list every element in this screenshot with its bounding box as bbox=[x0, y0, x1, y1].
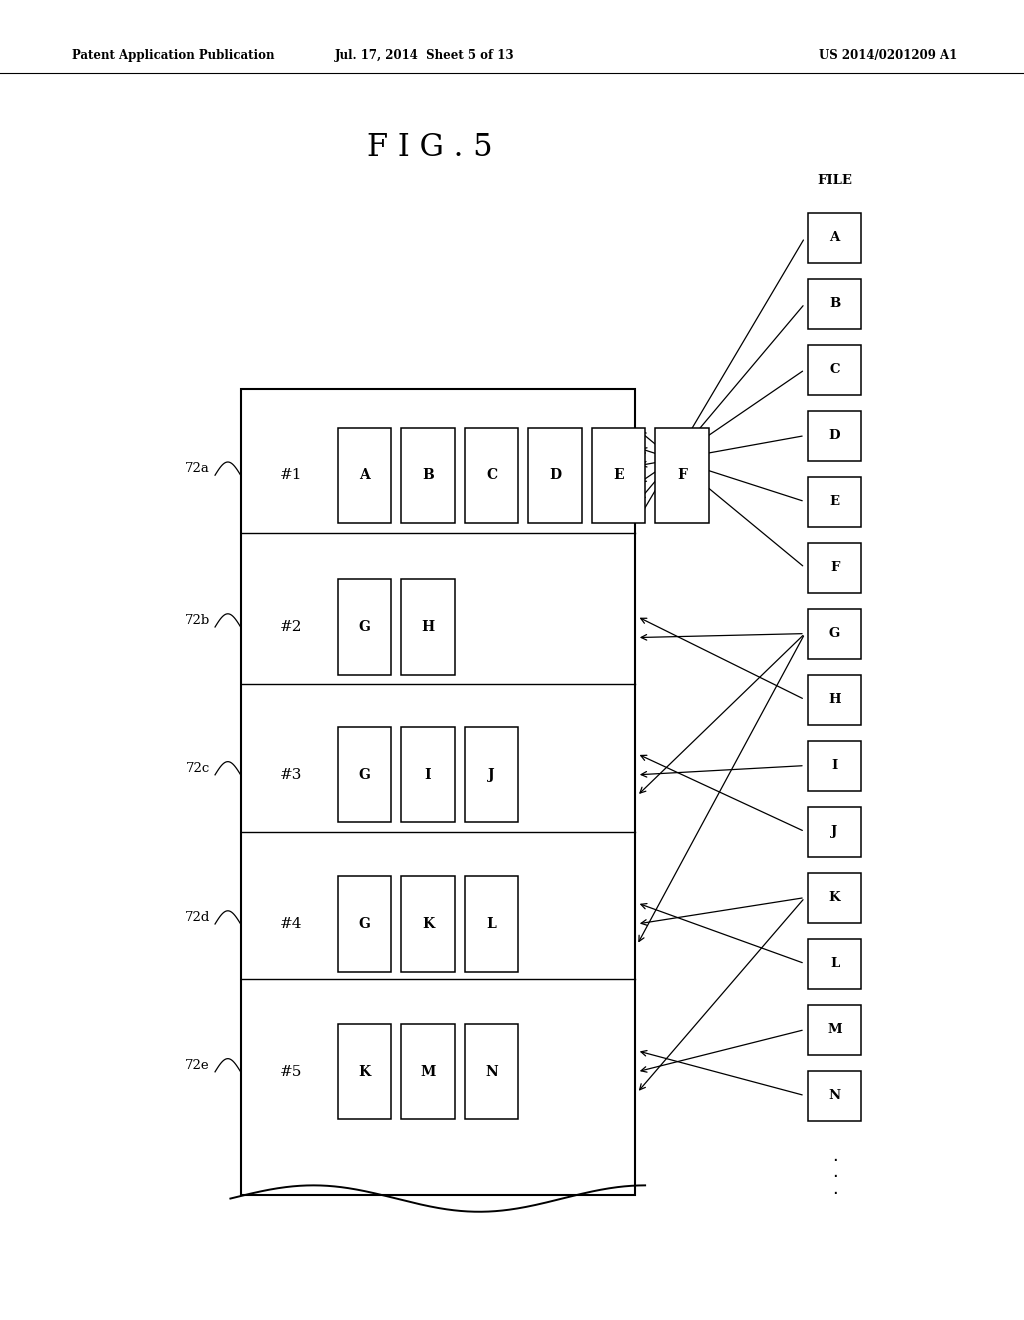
Bar bbox=[808, 609, 861, 659]
Text: L: L bbox=[829, 957, 840, 970]
Bar bbox=[808, 807, 861, 857]
Text: US 2014/0201209 A1: US 2014/0201209 A1 bbox=[819, 49, 957, 62]
Text: A: A bbox=[359, 469, 370, 482]
Text: B: B bbox=[422, 469, 434, 482]
Bar bbox=[655, 428, 709, 523]
Text: A: A bbox=[829, 231, 840, 244]
Text: C: C bbox=[829, 363, 840, 376]
Text: F I G . 5: F I G . 5 bbox=[368, 132, 493, 162]
Text: I: I bbox=[425, 768, 431, 781]
Text: F: F bbox=[829, 561, 840, 574]
Text: K: K bbox=[422, 917, 434, 931]
Bar bbox=[808, 213, 861, 263]
Bar bbox=[808, 741, 861, 791]
Bar bbox=[338, 579, 391, 675]
Text: #2: #2 bbox=[280, 620, 302, 634]
Text: Jul. 17, 2014  Sheet 5 of 13: Jul. 17, 2014 Sheet 5 of 13 bbox=[335, 49, 515, 62]
Text: D: D bbox=[549, 469, 561, 482]
Text: J: J bbox=[488, 768, 495, 781]
Text: E: E bbox=[613, 469, 624, 482]
Bar bbox=[401, 727, 455, 822]
Text: N: N bbox=[828, 1089, 841, 1102]
Text: M: M bbox=[827, 1023, 842, 1036]
Bar bbox=[592, 428, 645, 523]
Bar bbox=[465, 428, 518, 523]
Bar bbox=[808, 345, 861, 395]
Text: #1: #1 bbox=[280, 469, 302, 482]
Text: #3: #3 bbox=[280, 768, 302, 781]
Text: ·
·
·: · · · bbox=[831, 1151, 838, 1203]
Text: E: E bbox=[829, 495, 840, 508]
Text: F: F bbox=[677, 469, 687, 482]
Bar bbox=[465, 1024, 518, 1119]
Text: H: H bbox=[422, 620, 434, 634]
Text: G: G bbox=[358, 768, 371, 781]
Bar bbox=[808, 411, 861, 461]
Bar bbox=[338, 727, 391, 822]
Text: FILE: FILE bbox=[817, 174, 852, 187]
Text: 72a: 72a bbox=[185, 462, 210, 475]
Bar bbox=[338, 428, 391, 523]
Text: D: D bbox=[828, 429, 841, 442]
Bar bbox=[465, 876, 518, 972]
Bar bbox=[808, 543, 861, 593]
Text: J: J bbox=[831, 825, 838, 838]
Text: L: L bbox=[486, 917, 497, 931]
Bar bbox=[808, 1071, 861, 1121]
Text: ·   ·   ·: · · · bbox=[406, 1082, 470, 1104]
Bar bbox=[808, 873, 861, 923]
Text: 72d: 72d bbox=[184, 911, 210, 924]
Text: K: K bbox=[358, 1065, 371, 1078]
Bar bbox=[241, 389, 635, 1195]
Bar bbox=[465, 727, 518, 822]
Text: C: C bbox=[486, 469, 497, 482]
Text: G: G bbox=[829, 627, 840, 640]
Bar bbox=[401, 1024, 455, 1119]
Bar bbox=[808, 675, 861, 725]
Text: H: H bbox=[828, 693, 841, 706]
Text: 72c: 72c bbox=[185, 762, 210, 775]
Text: 72e: 72e bbox=[185, 1059, 210, 1072]
Text: I: I bbox=[831, 759, 838, 772]
Text: Patent Application Publication: Patent Application Publication bbox=[72, 49, 274, 62]
Text: #4: #4 bbox=[280, 917, 302, 931]
Bar bbox=[808, 939, 861, 989]
Text: M: M bbox=[420, 1065, 436, 1078]
Bar bbox=[808, 477, 861, 527]
Text: 72b: 72b bbox=[184, 614, 210, 627]
Text: G: G bbox=[358, 917, 371, 931]
Text: G: G bbox=[358, 620, 371, 634]
Bar bbox=[338, 876, 391, 972]
Bar bbox=[808, 1005, 861, 1055]
Bar bbox=[401, 579, 455, 675]
Text: #5: #5 bbox=[280, 1065, 302, 1078]
Text: B: B bbox=[829, 297, 840, 310]
Bar bbox=[808, 279, 861, 329]
Bar bbox=[338, 1024, 391, 1119]
Text: N: N bbox=[485, 1065, 498, 1078]
Text: K: K bbox=[828, 891, 841, 904]
Bar bbox=[401, 428, 455, 523]
Bar bbox=[528, 428, 582, 523]
Bar bbox=[401, 876, 455, 972]
